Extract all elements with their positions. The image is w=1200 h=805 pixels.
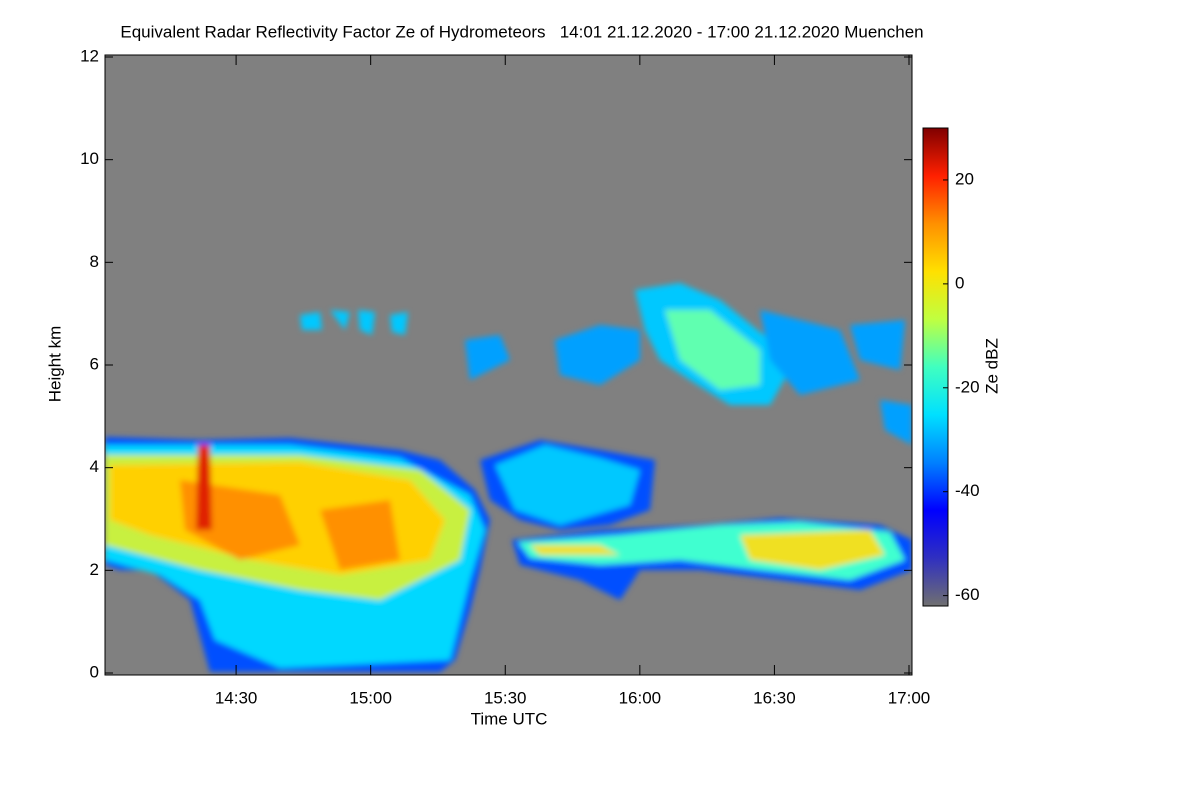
echo-region [665,310,760,390]
echo-region [196,445,212,530]
echo-region [300,310,408,335]
x-tick-label: 14:30 [215,688,258,707]
colorbar-tick-label: -60 [955,585,980,604]
chart-title: Equivalent Radar Reflectivity Factor Ze … [120,22,923,41]
colorbar-tick-label: -20 [955,377,980,396]
x-tick-label: 15:00 [349,688,392,707]
echo-region [180,480,400,570]
colorbar-tick-label: 0 [955,273,964,292]
x-tick-label: 16:30 [753,688,796,707]
colorbar [922,127,949,607]
x-tick-label: 16:00 [619,688,662,707]
y-tick-label: 12 [80,46,99,65]
echo-region [465,310,912,445]
y-tick-label: 8 [90,252,99,271]
x-axis-label: Time UTC [471,709,548,728]
echo-region [495,445,640,525]
colorbar-tick-label: 20 [955,169,974,188]
y-tick-label: 0 [90,662,99,681]
colorbar-label: Ze dBZ [982,338,1001,394]
y-tick-label: 10 [80,149,99,168]
y-tick-label: 2 [90,560,99,579]
echo-region [530,530,885,570]
y-tick-label: 6 [90,354,99,373]
y-tick-label: 4 [90,457,99,476]
x-tick-label: 15:30 [484,688,527,707]
y-axis-label: Height km [45,326,64,403]
x-tick-label: 17:00 [888,688,931,707]
colorbar-tick-label: -40 [955,481,980,500]
echo-field [105,283,912,672]
